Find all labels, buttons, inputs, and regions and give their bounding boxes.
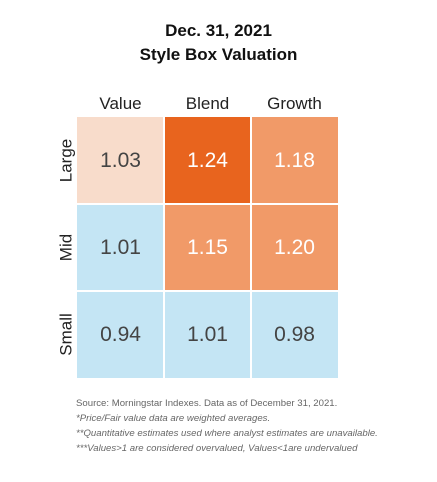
cell-value-small-growth: 0.98 bbox=[274, 323, 315, 346]
cell-mid-value bbox=[77, 204, 164, 291]
cell-small-blend bbox=[164, 291, 251, 378]
row-label-large: Large bbox=[57, 139, 76, 182]
source-note: Source: Morningstar Indexes. Data as of … bbox=[76, 398, 338, 409]
footnote-2: **Quantitative estimates used where anal… bbox=[76, 428, 378, 439]
column-label-growth: Growth bbox=[267, 94, 322, 113]
cell-mid-growth bbox=[251, 204, 338, 291]
cell-small-growth bbox=[251, 291, 338, 378]
cell-value-small-value: 0.94 bbox=[100, 323, 141, 346]
footnote-3: ***Values>1 are considered overvalued, V… bbox=[76, 443, 358, 454]
cell-mid-blend bbox=[164, 204, 251, 291]
cell-large-blend bbox=[164, 117, 251, 204]
heatmap-grid-lines bbox=[77, 117, 338, 378]
row-label-small: Small bbox=[57, 313, 76, 356]
chart-subtitle: Style Box Valuation bbox=[139, 45, 298, 64]
chart-title: Dec. 31, 2021 bbox=[165, 21, 272, 40]
footnotes: Source: Morningstar Indexes. Data as of … bbox=[76, 396, 431, 456]
row-labels: Large Mid Small bbox=[57, 139, 76, 356]
cell-value-large-value: 1.03 bbox=[100, 149, 141, 172]
cell-value-large-growth: 1.18 bbox=[274, 149, 315, 172]
column-labels: Value Blend Growth bbox=[99, 94, 322, 113]
cell-large-growth bbox=[251, 117, 338, 204]
column-label-blend: Blend bbox=[186, 94, 229, 113]
row-label-mid: Mid bbox=[57, 234, 76, 261]
cell-value-mid-growth: 1.20 bbox=[274, 236, 315, 259]
cell-value-small-blend: 1.01 bbox=[187, 323, 228, 346]
footnote-1: *Price/Fair value data are weighted aver… bbox=[76, 413, 271, 424]
cell-value-mid-blend: 1.15 bbox=[187, 236, 228, 259]
cell-value-large-blend: 1.24 bbox=[187, 149, 228, 172]
heatmap-cells: 1.03 1.24 1.18 1.01 1.15 1.20 0.94 1.01 0.98 bbox=[77, 117, 338, 378]
cell-value-mid-value: 1.01 bbox=[100, 236, 141, 259]
cell-small-value bbox=[77, 291, 164, 378]
cell-large-value bbox=[77, 117, 164, 204]
column-label-value: Value bbox=[99, 94, 141, 113]
